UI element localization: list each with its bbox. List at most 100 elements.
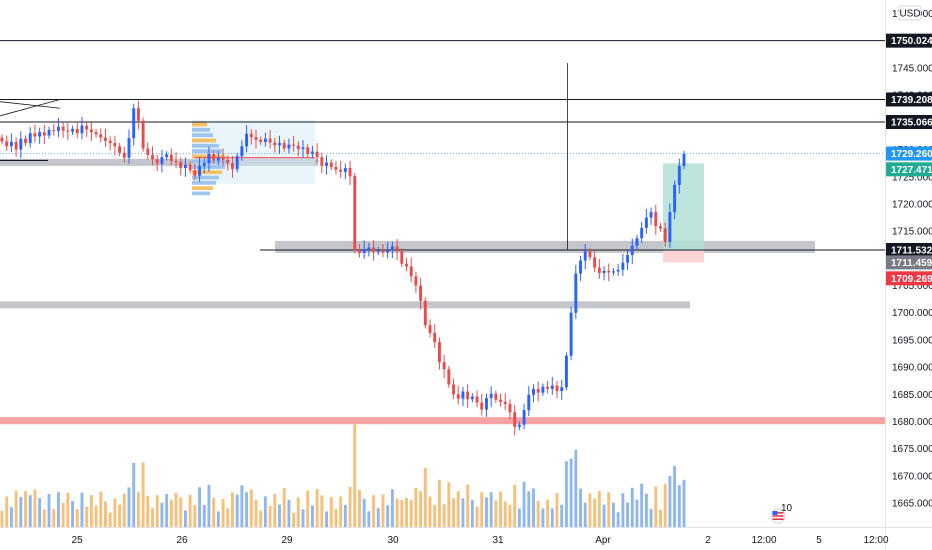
candle[interactable] <box>221 148 225 166</box>
candle[interactable] <box>588 248 592 261</box>
candle[interactable] <box>273 137 277 153</box>
candle[interactable] <box>362 240 366 259</box>
trend-line[interactable] <box>0 99 61 117</box>
price-tag[interactable]: 1739.208 <box>886 92 932 107</box>
candle[interactable] <box>456 385 460 405</box>
candle[interactable] <box>334 160 338 175</box>
candle[interactable] <box>165 151 169 161</box>
candle[interactable] <box>602 266 606 281</box>
candle[interactable] <box>99 128 103 143</box>
candle[interactable] <box>400 248 404 268</box>
candle[interactable] <box>136 100 140 130</box>
candle[interactable] <box>278 135 281 154</box>
candle[interactable] <box>33 124 37 143</box>
candle[interactable] <box>513 404 517 436</box>
candle[interactable] <box>19 131 23 159</box>
candle[interactable] <box>522 404 526 430</box>
candle[interactable] <box>235 152 239 173</box>
candle[interactable] <box>677 158 681 194</box>
zone-3[interactable] <box>0 301 690 309</box>
candle[interactable] <box>325 155 328 175</box>
candle[interactable] <box>428 319 432 338</box>
candle[interactable] <box>386 242 390 259</box>
candle[interactable] <box>494 390 498 403</box>
candle[interactable] <box>470 393 474 403</box>
candle[interactable] <box>268 129 272 149</box>
candle[interactable] <box>564 352 568 391</box>
candle[interactable] <box>85 121 89 137</box>
candle[interactable] <box>14 137 18 157</box>
candle[interactable] <box>320 152 324 174</box>
candle[interactable] <box>405 257 408 272</box>
candle[interactable] <box>447 366 451 388</box>
candle[interactable] <box>452 378 455 399</box>
candle[interactable] <box>183 157 187 177</box>
candle[interactable] <box>155 154 159 172</box>
candle[interactable] <box>635 234 639 250</box>
candle[interactable] <box>546 380 550 394</box>
price-tag[interactable]: 1711.459 <box>886 255 932 270</box>
candle[interactable] <box>527 386 531 417</box>
candle[interactable] <box>254 129 258 149</box>
candle[interactable] <box>160 149 164 173</box>
candle[interactable] <box>118 143 122 157</box>
price-tag[interactable]: 1727.471 <box>886 162 932 177</box>
stop-loss-zone[interactable] <box>663 250 704 263</box>
candle[interactable] <box>630 238 634 264</box>
candle[interactable] <box>151 146 154 166</box>
candle[interactable] <box>174 152 178 169</box>
candle[interactable] <box>541 383 545 396</box>
candle[interactable] <box>433 324 437 349</box>
candle[interactable] <box>216 151 220 166</box>
candle[interactable] <box>141 117 145 152</box>
candle[interactable] <box>536 381 540 402</box>
candle[interactable] <box>583 243 587 270</box>
candle[interactable] <box>207 146 211 172</box>
candle[interactable] <box>61 122 65 138</box>
currency-box[interactable]: USD <box>898 5 922 21</box>
candle[interactable] <box>42 124 46 145</box>
candle[interactable] <box>611 268 615 276</box>
candle[interactable] <box>75 122 79 138</box>
candle[interactable] <box>466 384 470 408</box>
candle[interactable] <box>555 380 559 399</box>
candle[interactable] <box>198 157 202 182</box>
candle[interactable] <box>292 135 296 152</box>
candle[interactable] <box>38 127 42 144</box>
us-flag-icon[interactable] <box>770 508 786 524</box>
candle[interactable] <box>108 136 112 151</box>
price-tag[interactable]: 1711.532 <box>886 243 932 258</box>
candle[interactable] <box>574 264 578 319</box>
candle[interactable] <box>179 157 183 176</box>
candle[interactable] <box>28 127 32 148</box>
candle[interactable] <box>296 141 300 157</box>
candle[interactable] <box>621 253 625 276</box>
candle[interactable] <box>489 386 493 407</box>
candle[interactable] <box>499 393 503 407</box>
candle[interactable] <box>517 421 521 431</box>
zone-1[interactable] <box>0 158 318 166</box>
x-axis[interactable]: 25 26 29 30 31 Apr 2 12:00 5 12:00 <box>71 535 889 546</box>
candle[interactable] <box>663 222 667 247</box>
candle[interactable] <box>475 390 479 408</box>
candle[interactable] <box>24 135 27 147</box>
candle[interactable] <box>461 386 465 406</box>
candle[interactable] <box>442 354 446 378</box>
candle[interactable] <box>437 337 441 370</box>
candle[interactable] <box>673 180 677 220</box>
candle[interactable] <box>245 125 249 153</box>
candle[interactable] <box>263 132 267 147</box>
candle[interactable] <box>659 222 662 232</box>
candle[interactable] <box>682 150 686 170</box>
candle[interactable] <box>240 140 244 161</box>
candle[interactable] <box>188 161 192 174</box>
candle[interactable] <box>649 207 653 225</box>
candle[interactable] <box>569 306 573 361</box>
candle[interactable] <box>654 204 658 235</box>
candle[interactable] <box>310 145 314 159</box>
candle[interactable] <box>376 246 380 256</box>
candle[interactable] <box>597 258 601 279</box>
candle[interactable] <box>282 139 286 152</box>
candle[interactable] <box>66 123 70 141</box>
candle[interactable] <box>343 163 347 180</box>
